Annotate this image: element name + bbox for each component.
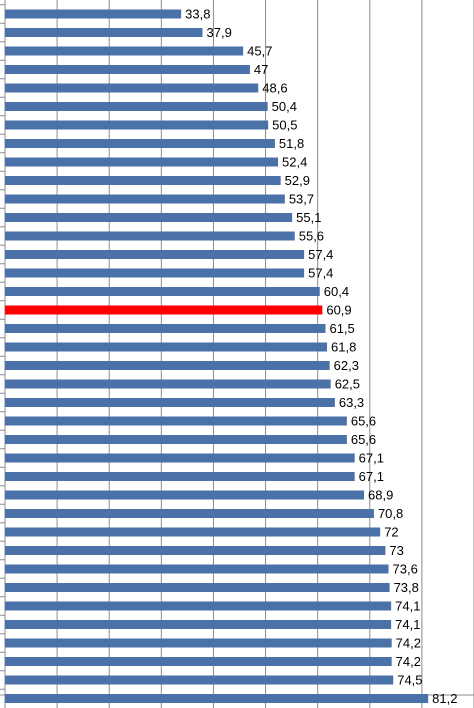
data-label: 74,2 xyxy=(396,635,421,650)
data-label: 81,2 xyxy=(432,691,457,706)
bar xyxy=(5,361,330,370)
bar xyxy=(5,583,390,592)
data-label: 68,9 xyxy=(368,487,393,502)
data-label: 51,8 xyxy=(279,136,304,151)
bar xyxy=(5,509,374,518)
data-label: 50,5 xyxy=(272,117,297,132)
data-label: 60,9 xyxy=(326,302,351,317)
bar xyxy=(5,527,381,537)
bar xyxy=(5,120,269,130)
bar xyxy=(5,490,365,500)
data-label: 74,1 xyxy=(395,598,420,613)
data-label: 55,6 xyxy=(299,228,324,243)
bar xyxy=(5,83,259,93)
bar xyxy=(5,305,323,315)
data-label: 55,1 xyxy=(296,210,321,225)
data-label: 74,5 xyxy=(397,672,422,687)
bar xyxy=(5,213,293,222)
bar xyxy=(5,638,392,648)
data-label: 67,1 xyxy=(359,450,384,465)
data-label: 61,8 xyxy=(331,339,356,354)
bar xyxy=(5,250,305,259)
data-label: 53,7 xyxy=(289,191,314,206)
bar xyxy=(5,102,268,111)
data-label: 67,1 xyxy=(359,469,384,484)
data-label: 70,8 xyxy=(378,506,403,521)
data-label: 65,6 xyxy=(351,413,376,428)
bar xyxy=(5,601,392,611)
bar xyxy=(5,157,279,167)
bar xyxy=(5,194,285,204)
data-label: 74,2 xyxy=(396,654,421,669)
bar xyxy=(5,675,394,685)
data-label: 73,6 xyxy=(393,561,418,576)
bar xyxy=(5,65,250,74)
data-label: 37,9 xyxy=(207,25,232,40)
bar xyxy=(5,564,389,574)
bar xyxy=(5,472,355,481)
bar xyxy=(5,694,429,703)
bar xyxy=(5,139,275,148)
data-label: 63,3 xyxy=(339,395,364,410)
data-label: 62,5 xyxy=(335,376,360,391)
bar xyxy=(5,398,335,407)
data-label: 50,4 xyxy=(272,99,297,114)
data-label: 33,8 xyxy=(185,6,210,21)
data-label: 57,4 xyxy=(308,265,333,280)
data-label: 52,9 xyxy=(285,173,310,188)
data-label: 62,3 xyxy=(334,358,359,373)
bar xyxy=(5,46,244,56)
bar xyxy=(5,324,326,333)
data-label: 48,6 xyxy=(262,80,287,95)
bar xyxy=(5,435,347,444)
bar xyxy=(5,268,305,278)
data-label: 72 xyxy=(384,524,398,539)
data-label: 61,5 xyxy=(329,321,354,336)
bar xyxy=(5,453,355,463)
bar xyxy=(5,9,182,19)
bar xyxy=(5,620,392,629)
data-label: 60,4 xyxy=(324,284,349,299)
data-label: 45,7 xyxy=(247,43,272,58)
data-label: 47 xyxy=(254,62,268,77)
bar xyxy=(5,657,392,666)
bar xyxy=(5,546,386,555)
bar xyxy=(5,28,203,37)
bar xyxy=(5,231,295,241)
data-label: 52,4 xyxy=(282,154,307,169)
bar xyxy=(5,342,328,352)
bar xyxy=(5,287,320,296)
data-label: 73,8 xyxy=(394,580,419,595)
bar xyxy=(5,176,281,185)
data-label: 73 xyxy=(389,543,403,558)
data-label: 74,1 xyxy=(395,617,420,632)
bar xyxy=(5,379,331,389)
data-label: 65,6 xyxy=(351,432,376,447)
data-label: 57,4 xyxy=(308,247,333,262)
bar xyxy=(5,416,347,426)
